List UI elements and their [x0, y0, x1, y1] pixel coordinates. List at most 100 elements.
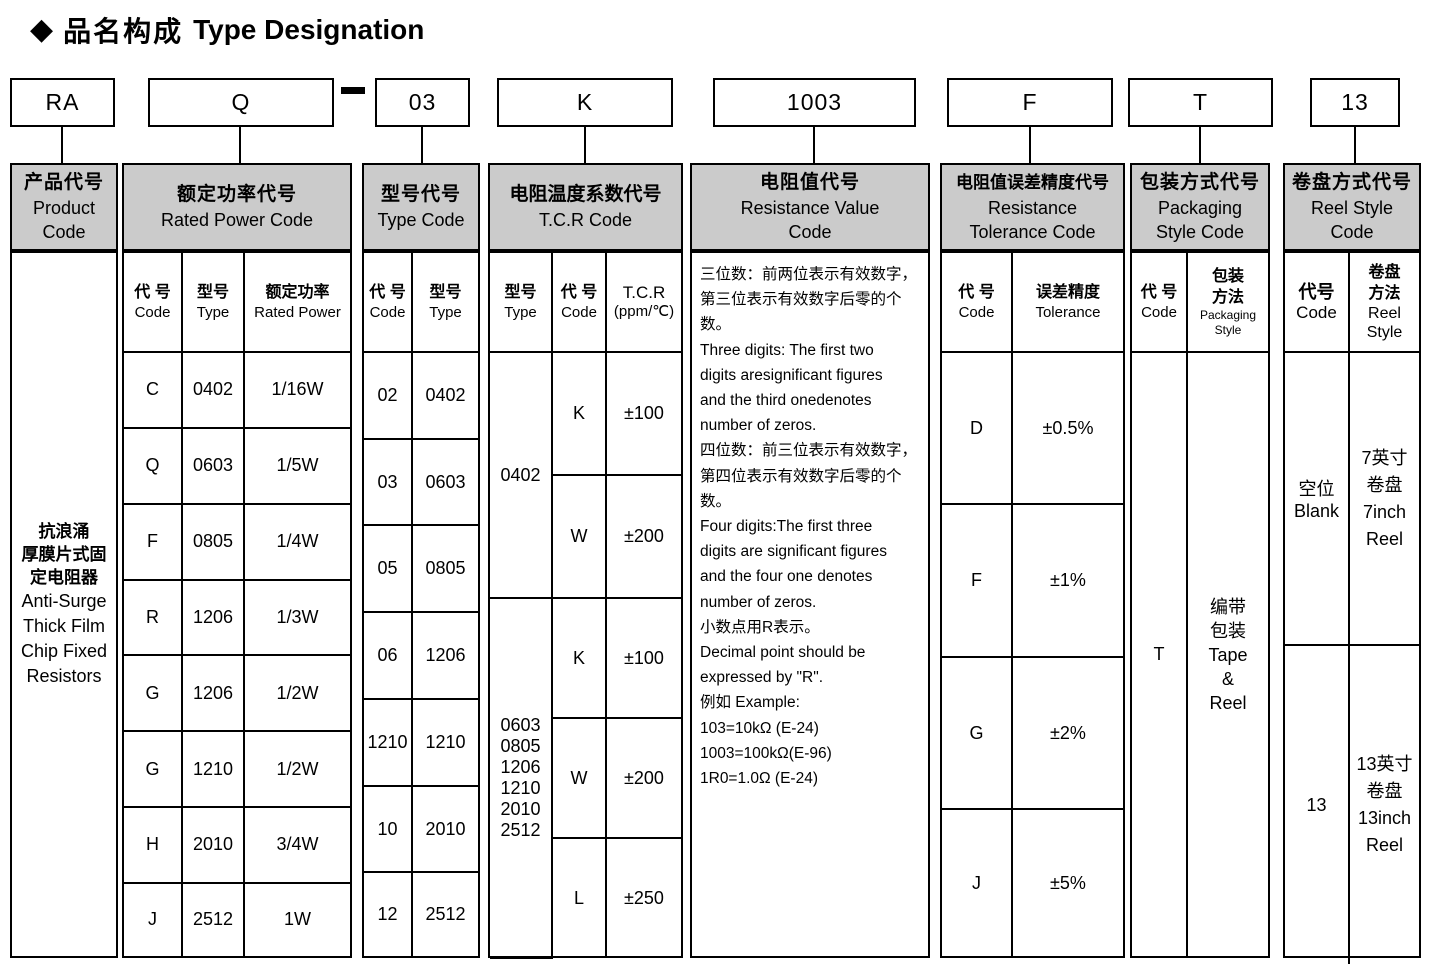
cell-power: 1/2W — [243, 654, 350, 733]
header-en: T.C.R Code — [538, 210, 633, 230]
table-row: 12 2512 — [364, 871, 478, 956]
col-header-code: 代 号 Code — [551, 253, 607, 353]
connector-line — [239, 127, 241, 163]
table-subheader-row: 型号 Type 代 号 Code T.C.R (ppm/℃) — [490, 253, 681, 353]
cell-type: 1206 — [181, 654, 245, 733]
cell-power: 1/16W — [243, 351, 350, 429]
col-header-type: 型号 Type — [490, 253, 553, 353]
part-box-packaging-code: T — [1128, 78, 1273, 127]
table-row: H 2010 3/4W — [124, 806, 350, 884]
part-box-tcr-code: K — [497, 78, 673, 127]
table-row: 06 1206 — [364, 611, 478, 700]
cell-type: 0402 — [411, 351, 478, 440]
cell-reel-style: 13英寸 卷盘 13inch Reel — [1348, 644, 1419, 964]
col-header-tcr: T.C.R (ppm/℃) — [605, 253, 681, 353]
cell-reel-style: 7英寸 卷盘 7inch Reel — [1348, 351, 1419, 646]
cell-power: 1/4W — [243, 502, 350, 581]
cell-type: 1206 — [181, 578, 245, 657]
subheader-en: Reel Style — [1366, 305, 1403, 341]
cell-type: 2010 — [181, 806, 245, 884]
col-header-code: 代 号 Code — [124, 253, 183, 353]
col-header-type: 型号 Type — [411, 253, 478, 353]
cell-code: F — [124, 502, 183, 581]
cell-code: 空位 Blank — [1285, 351, 1350, 646]
cell-code: D — [942, 350, 1013, 506]
header-resistance-tolerance-code: 电阻值误差精度代号 Resistance Tolerance Code — [940, 163, 1125, 251]
table-row: C 0402 1/16W — [124, 351, 350, 429]
packaging-table: 代 号 Code 包装 方法 Packaging Style T 编带 包装 Tap… — [1132, 253, 1268, 956]
subheader-zh: 卷盘 方法 — [1368, 264, 1401, 302]
table-row: 1210 1210 — [364, 697, 478, 787]
tcr-table-box: 型号 Type 代 号 Code T.C.R (ppm/℃) 0402 K ±100 … — [488, 251, 683, 959]
packaging-desc: 编带 包装 Tape & Reel — [1208, 596, 1248, 713]
rated-power-table-box: 代 号 Code 型号 Type 额定功率 Rated Power C 0402 1/16… — [122, 251, 352, 958]
product-description-zh: 抗浪涌 厚膜片式固 定电阻器 — [21, 522, 107, 587]
reel-table-box: 代号 Code 卷盘 方法 Reel Style 空位 Blank 7英寸 卷盘 7… — [1283, 251, 1421, 964]
col-header-code: 代 号 Code — [364, 253, 413, 353]
product-description-en: Anti-Surge Thick Film Chip Fixed Resisto… — [20, 591, 108, 686]
cell-code: W — [552, 474, 607, 599]
type-code-table-box: 代 号 Code 型号 Type 02 0402 03 0603 05 0805 06 12… — [362, 251, 480, 958]
col-header-code: 代号 Code — [1285, 253, 1350, 353]
connector-line — [584, 127, 586, 163]
title-chinese: 品名构成 — [63, 16, 184, 47]
header-type-code: 型号代号 Type Code — [362, 163, 480, 251]
col-header-reel-style: 卷盘 方法 Reel Style — [1348, 253, 1419, 353]
header-zh: 卷盘方式代号 — [1291, 172, 1412, 193]
cell-power: 1/5W — [243, 426, 350, 505]
subheader-en: Tolerance — [1035, 304, 1101, 321]
table-row: R 1206 1/3W — [124, 578, 350, 657]
col-header-rated-power: 额定功率 Rated Power — [243, 253, 350, 353]
cell-code: R — [124, 578, 183, 657]
cell-power: 1W — [243, 881, 350, 956]
cell-tolerance: ±2% — [1011, 655, 1123, 811]
resistance-value-text: 三位数：前两位表示有效数字， 第三位表示有效数字后零的个数。 Three dig… — [700, 266, 918, 788]
cell-tcr-value: ±100 — [605, 597, 681, 719]
dash-separator — [341, 87, 365, 94]
header-en: Reel Style Code — [1310, 198, 1394, 242]
table-row: 0603 0805 1206 1210 2010 2512 K ±100 — [490, 597, 681, 959]
cell-power: 1/2W — [243, 730, 350, 809]
header-zh: 型号代号 — [380, 184, 461, 205]
subheader-zh: 代 号 — [1140, 284, 1178, 301]
cell-code: G — [942, 655, 1013, 811]
col-header-code: 代 号 Code — [942, 253, 1013, 353]
connector-line — [813, 127, 815, 163]
cell-code: J — [124, 881, 183, 956]
table-row: G ±2% — [942, 655, 1123, 811]
cell-code: 05 — [364, 524, 413, 614]
table-row: 02 0402 — [364, 351, 478, 440]
part-box-tolerance-code: F — [947, 78, 1113, 127]
table-row: 10 2010 — [364, 784, 478, 874]
product-description: 抗浪涌 厚膜片式固 定电阻器 Anti-Surge Thick Film Chi… — [12, 253, 116, 956]
col-header-packaging-style: 包装 方法 Packaging Style — [1186, 253, 1268, 353]
subheader-en: Code — [958, 304, 995, 321]
table-row: L ±250 — [490, 837, 681, 958]
header-zh: 包装方式代号 — [1139, 172, 1260, 193]
subheader-zh: 误差精度 — [1035, 284, 1100, 301]
cell-code: 02 — [364, 351, 413, 440]
table-row: F 0805 1/4W — [124, 502, 350, 581]
header-rated-power-code: 额定功率代号 Rated Power Code — [122, 163, 352, 251]
cell-tcr-value: ±100 — [605, 351, 681, 476]
subheader-zh: 代 号 — [958, 284, 995, 301]
cell-code: F — [942, 503, 1013, 658]
subheader-en: Rated Power — [254, 304, 341, 321]
cell-code: T — [1132, 351, 1188, 956]
col-header-code: 代 号 Code — [1132, 253, 1188, 353]
cell-type: 1210 — [181, 730, 245, 809]
connector-line — [1029, 127, 1031, 163]
cell-code: G — [124, 730, 183, 809]
rated-power-table: 代 号 Code 型号 Type 额定功率 Rated Power C 0402 1/16… — [124, 253, 350, 956]
cell-code: 12 — [364, 871, 413, 956]
cell-code: K — [551, 597, 607, 719]
part-box-type-code: 03 — [375, 78, 470, 127]
table-row: D ±0.5% — [942, 350, 1123, 506]
cell-code: K — [551, 351, 607, 476]
subheader-en: Type — [504, 304, 537, 321]
header-resistance-value-code: 电阻值代号 Resistance Value Code — [690, 163, 930, 251]
tcr-table: 型号 Type 代 号 Code T.C.R (ppm/℃) 0402 K ±100 … — [490, 253, 681, 959]
subheader-en: Code — [1296, 303, 1337, 322]
subheader-en: Code — [369, 304, 406, 321]
header-zh: 电阻值代号 — [759, 172, 860, 193]
